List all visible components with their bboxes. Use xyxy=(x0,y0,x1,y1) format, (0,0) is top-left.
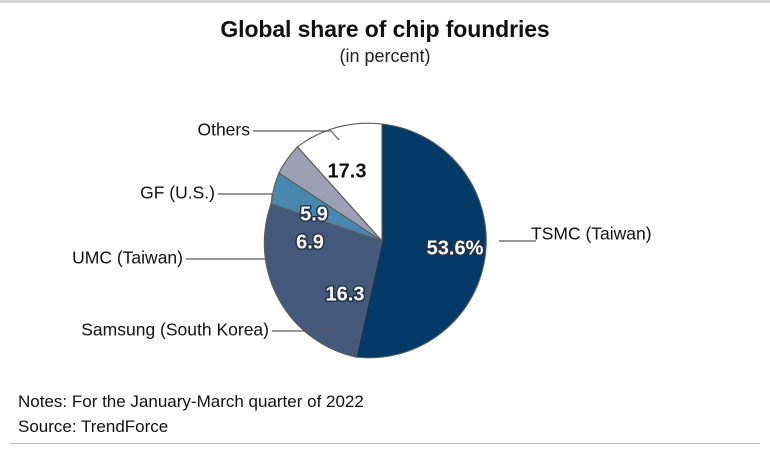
value-label-umc: 6.9 xyxy=(296,231,324,253)
pie-chart: TSMC (Taiwan) Others GF (U.S.) UMC (Taiw… xyxy=(0,3,770,452)
footer: Notes: For the January-March quarter of … xyxy=(18,389,752,439)
pie-chart-svg: TSMC (Taiwan) Others GF (U.S.) UMC (Taiw… xyxy=(72,120,652,359)
category-label-umc: UMC (Taiwan) xyxy=(72,248,183,268)
chart-subtitle: (in percent) xyxy=(339,46,431,66)
value-label-gf: 5.9 xyxy=(300,203,328,225)
value-label-others: 17.3 xyxy=(328,160,367,182)
category-label-others: Others xyxy=(197,120,250,140)
value-label-samsung: 16.3 xyxy=(326,283,365,305)
pie-slice-samsung[interactable] xyxy=(263,203,383,358)
footer-divider xyxy=(10,443,760,444)
leader-line-gf xyxy=(218,193,273,202)
category-label-gf: GF (U.S.) xyxy=(140,183,215,203)
category-label-samsung: Samsung (South Korea) xyxy=(81,320,269,340)
title-block: Global share of chip foundries (in perce… xyxy=(0,15,770,68)
pie-slice-others[interactable] xyxy=(296,122,383,243)
pie-slice-tsmc[interactable] xyxy=(355,123,487,359)
footer-source: Source: TrendForce xyxy=(18,417,169,436)
footer-notes: Notes: For the January-March quarter of … xyxy=(18,392,364,411)
value-label-tsmc: 53.6% xyxy=(427,237,484,259)
page-title: Global share of chip foundries xyxy=(220,16,550,42)
leader-line-others xyxy=(253,130,340,141)
category-label-tsmc: TSMC (Taiwan) xyxy=(531,224,652,244)
